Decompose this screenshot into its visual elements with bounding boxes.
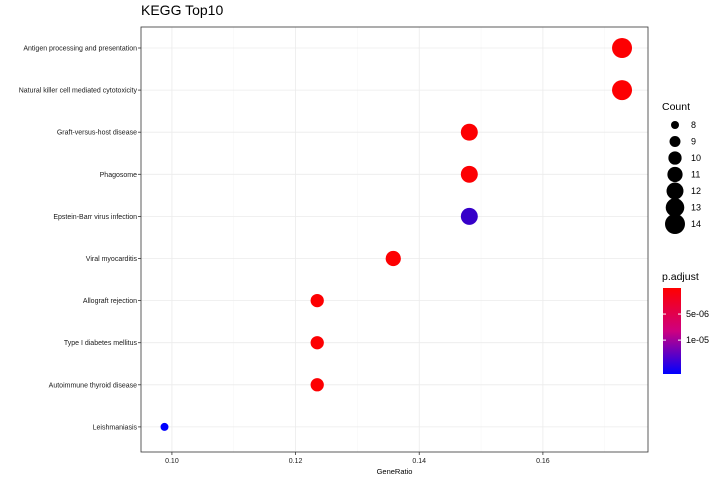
count-legend-key bbox=[667, 166, 683, 183]
data-point bbox=[160, 422, 169, 431]
y-tick-label: Leishmaniasis bbox=[93, 424, 138, 431]
y-tick-label: Epstein-Barr virus infection bbox=[53, 214, 137, 221]
x-tick-label: 0.10 bbox=[165, 458, 179, 465]
data-points bbox=[160, 38, 633, 431]
plot-panel-border bbox=[140, 26, 649, 453]
data-point bbox=[385, 250, 401, 267]
y-tick-label: Phagosome bbox=[100, 172, 137, 179]
data-point bbox=[612, 80, 633, 101]
count-legend-label: 9 bbox=[691, 137, 696, 147]
data-point bbox=[460, 123, 478, 141]
count-legend: Count 8 9 10 11 12 13 14 bbox=[662, 101, 701, 234]
colorbar-tick-label: 1e-05 bbox=[686, 335, 709, 345]
x-tick-label: 0.12 bbox=[289, 458, 303, 465]
plot-panel-bg bbox=[141, 27, 648, 452]
count-legend-label: 14 bbox=[691, 219, 701, 229]
count-legend-label: 12 bbox=[691, 186, 701, 196]
y-tick-label: Autoimmune thyroid disease bbox=[49, 382, 137, 389]
count-legend-key bbox=[668, 151, 682, 165]
count-legend-label: 11 bbox=[691, 170, 700, 180]
data-point bbox=[310, 336, 324, 350]
count-legend-key bbox=[665, 198, 685, 217]
count-legend-label: 8 bbox=[691, 120, 696, 130]
count-legend-key bbox=[665, 214, 685, 234]
count-legend-key bbox=[669, 136, 681, 147]
data-point bbox=[310, 378, 324, 392]
y-tick-label: Antigen processing and presentation bbox=[23, 46, 137, 53]
y-tick-label: Allograft rejection bbox=[83, 298, 137, 305]
y-axis: Antigen processing and presentation Natur… bbox=[19, 46, 141, 431]
p-adjust-colorbar bbox=[663, 288, 681, 374]
count-legend-key bbox=[666, 182, 684, 200]
count-legend-label: 10 bbox=[691, 153, 701, 163]
y-tick-label: Natural killer cell mediated cytotoxicit… bbox=[19, 88, 138, 95]
count-legend-key bbox=[671, 121, 679, 129]
data-point bbox=[460, 165, 478, 183]
x-axis: 0.10 0.12 0.14 0.16 bbox=[165, 452, 550, 465]
x-tick-label: 0.16 bbox=[536, 458, 550, 465]
x-axis-label: GeneRatio bbox=[377, 467, 413, 476]
colorbar-tick-label: 5e-06 bbox=[686, 309, 709, 319]
y-tick-label: Viral myocarditis bbox=[86, 256, 138, 263]
data-point bbox=[310, 293, 324, 308]
x-tick-label: 0.14 bbox=[412, 458, 426, 465]
p-adjust-legend-title: p.adjust bbox=[662, 271, 699, 283]
data-point bbox=[612, 38, 633, 58]
y-tick-label: Graft-versus-host disease bbox=[57, 130, 137, 137]
count-legend-title: Count bbox=[662, 101, 690, 113]
chart-title: KEGG Top10 bbox=[141, 2, 223, 18]
p-adjust-legend: p.adjust 5e-06 1e-05 bbox=[662, 271, 709, 374]
data-point bbox=[460, 207, 478, 225]
count-legend-label: 13 bbox=[691, 203, 701, 213]
y-tick-label: Type I diabetes mellitus bbox=[64, 340, 138, 347]
